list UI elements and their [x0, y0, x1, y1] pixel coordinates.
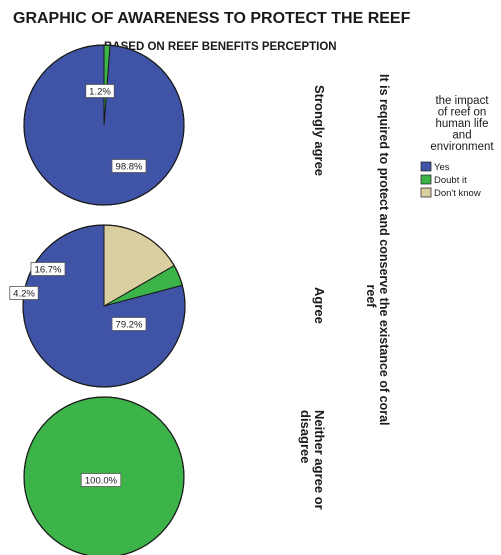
legend-label: Yes	[434, 162, 450, 173]
data-label-text: 100.0%	[85, 476, 118, 487]
data-label-box	[80, 473, 122, 487]
panel-variable-text: It is required to protect and conserve t…	[364, 74, 391, 426]
panel-label: Neither agree ordisagree	[298, 410, 327, 510]
legend-item-yes: Yes	[420, 161, 450, 173]
data-label-box	[85, 84, 115, 98]
legend-swatch	[420, 161, 432, 172]
legend-item-don-t-know: Don't know	[420, 187, 481, 199]
pie-outline	[23, 396, 185, 555]
legend: the impact of reef on human life and environ…	[420, 95, 494, 199]
pie-panels: 98.8% 1.2% Strongly agree 79.2% 4.2% 16.7% Agr…	[9, 44, 327, 555]
legend-title: the impact of reef on human life and environ…	[430, 95, 494, 153]
data-label-don-t-know: 16.7%	[30, 262, 66, 276]
pie-outline	[23, 44, 185, 206]
pie-agree: 79.2% 4.2% 16.7% Agree	[9, 224, 327, 388]
data-label-text: 79.2%	[116, 320, 143, 331]
data-label-box	[9, 286, 39, 300]
data-label-box	[111, 317, 147, 331]
data-label-yes: 98.8%	[111, 159, 147, 173]
data-label-doubt-it: 100.0%	[80, 473, 122, 487]
data-label-text: 4.2%	[13, 289, 35, 300]
pie-strongly-agree: 98.8% 1.2% Strongly agree	[23, 44, 327, 206]
data-label-box	[30, 262, 66, 276]
chart-subtitle: BASED ON REEF BENEFITS PERCEPTION	[104, 41, 337, 53]
legend-item-doubt-it: Doubt it	[420, 174, 467, 186]
legend-swatch	[420, 187, 432, 198]
chart-title: GRAPHIC OF AWARENESS TO PROTECT THE REEF	[13, 10, 411, 27]
data-label-text: 16.7%	[35, 265, 62, 276]
panel-label: Agree	[312, 287, 327, 324]
data-label-text: 1.2%	[89, 87, 111, 98]
pie-neither-agree-or-disagree: 100.0% Neither agree ordisagree	[23, 396, 327, 555]
data-label-doubt-it: 1.2%	[85, 84, 115, 98]
data-label-box	[111, 159, 147, 173]
data-label-yes: 79.2%	[111, 317, 147, 331]
panel-label: Strongly agree	[312, 85, 327, 176]
pie-outline	[22, 224, 186, 388]
legend-label: Doubt it	[434, 175, 467, 186]
data-label-doubt-it: 4.2%	[9, 286, 39, 300]
data-label-text: 98.8%	[116, 162, 143, 173]
legend-swatch	[420, 174, 432, 185]
legend-label: Don't know	[434, 188, 481, 199]
panel-variable-label: It is required to protect and conserve t…	[364, 74, 391, 426]
